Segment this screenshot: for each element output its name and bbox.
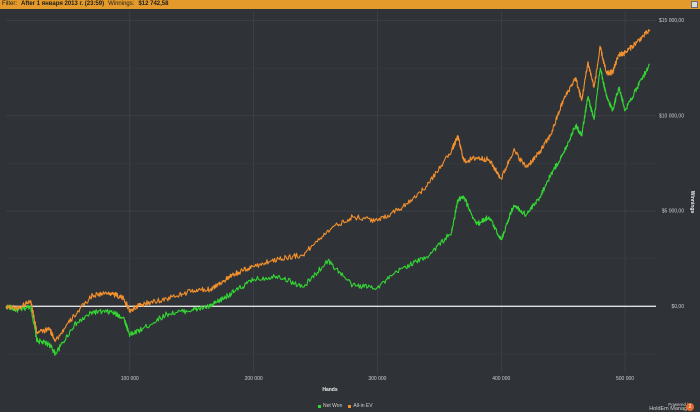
y-tick-label-1: $5 000,00 xyxy=(662,209,684,215)
filter-label: Filter: xyxy=(2,1,17,7)
powered-by-label: Powered by xyxy=(668,402,692,407)
y-axis-title: Winnings xyxy=(689,191,695,214)
close-icon[interactable] xyxy=(691,1,698,8)
filter-value[interactable]: After 1 января 2013 г. (23:59) xyxy=(21,1,105,7)
y-tick-label-3: $15 000,00 xyxy=(659,18,684,24)
winnings-value: $12 742,58 xyxy=(138,1,169,7)
chart-canvas: 100 000 200 000 300 000 400 000 500 000 $0,0… xyxy=(5,11,695,393)
filter-bar: Filter: After 1 января 2013 г. (23:59) W… xyxy=(0,0,700,9)
chart-legend: Net Won All-in EV xyxy=(318,403,373,409)
series-lines xyxy=(5,29,651,356)
x-tick-label-0: 100 000 xyxy=(121,376,139,382)
legend-swatch-allin-ev xyxy=(348,404,352,408)
x-tick-label-4: 500 000 xyxy=(616,376,634,382)
x-tick-label-2: 300 000 xyxy=(368,376,386,382)
x-tick-labels: 100 000 200 000 300 000 400 000 500 000 xyxy=(121,376,635,382)
x-tick-label-3: 400 000 xyxy=(492,376,510,382)
legend-item-allin-ev[interactable]: All-in EV xyxy=(348,403,373,409)
holdem-manager-logo-icon: 2 xyxy=(686,403,694,411)
y-tick-labels: $0,00 $5 000,00 $10 000,00 $15 000,00 xyxy=(659,18,684,310)
y-tick-label-0: $0,00 xyxy=(671,304,684,310)
brand-watermark: Powered by HoldEm Manager 2 xyxy=(649,402,694,412)
series-line-net-won xyxy=(5,63,650,356)
legend-label-allin-ev: All-in EV xyxy=(353,403,373,409)
x-axis-title: Hands xyxy=(322,387,338,393)
winnings-label: Winnings: xyxy=(108,1,135,7)
winnings-chart: 100 000 200 000 300 000 400 000 500 000 $0,0… xyxy=(0,9,700,412)
legend-item-net-won[interactable]: Net Won xyxy=(318,403,342,409)
brand-name: HoldEm Manager xyxy=(649,406,692,412)
x-tick-label-1: 200 000 xyxy=(245,376,263,382)
grid-lines xyxy=(6,11,656,373)
legend-label-net-won: Net Won xyxy=(323,403,343,409)
y-tick-label-2: $10 000,00 xyxy=(659,113,684,119)
series-line-all-in-ev xyxy=(5,29,651,342)
legend-swatch-net-won xyxy=(318,404,321,408)
